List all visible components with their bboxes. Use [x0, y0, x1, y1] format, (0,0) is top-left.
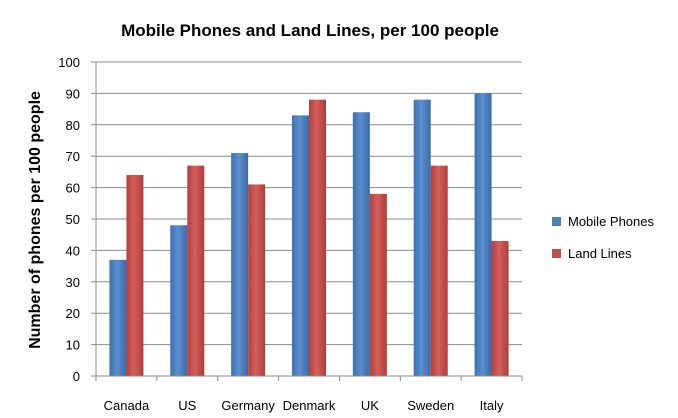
y-axis-label: Number of phones per 100 people — [27, 91, 44, 349]
bar-mobile-phones — [170, 225, 188, 376]
y-axis-ticks: 0 10 20 30 40 50 60 70 80 90 100 — [58, 55, 80, 384]
y-tick-label: 70 — [66, 149, 80, 164]
bars — [109, 93, 509, 377]
x-tick-label: Italy — [480, 398, 504, 413]
bar-land-lines — [309, 99, 326, 377]
y-tick-label: 40 — [66, 243, 80, 258]
legend: Mobile Phones Land Lines — [552, 214, 654, 261]
bar-land-lines — [491, 240, 509, 376]
legend-swatch — [552, 217, 561, 226]
bar-mobile-phones — [352, 112, 370, 377]
bar-land-lines — [369, 193, 387, 376]
bar-land-lines — [187, 165, 205, 376]
y-tick-label: 90 — [66, 86, 80, 101]
y-tick-label: 100 — [58, 55, 80, 70]
bar-land-lines — [248, 184, 266, 376]
y-tick-label: 50 — [66, 212, 80, 227]
y-tick-label: 80 — [66, 118, 80, 133]
bar-mobile-phones — [292, 115, 309, 376]
x-tick-label: Sweden — [407, 398, 454, 413]
y-tick-label: 30 — [66, 275, 80, 290]
bar-land-lines — [126, 175, 144, 376]
y-tick-label: 20 — [66, 306, 80, 321]
bar-land-lines — [430, 165, 448, 376]
y-tick-label: 10 — [66, 338, 80, 353]
x-tick-label: Canada — [104, 398, 150, 413]
x-tick-label: US — [178, 398, 196, 413]
bar-mobile-phones — [413, 99, 431, 377]
legend-label: Mobile Phones — [568, 214, 654, 229]
y-tick-label: 60 — [66, 181, 80, 196]
bar-mobile-phones — [109, 259, 127, 376]
legend-swatch — [552, 249, 561, 258]
bar-mobile-phones — [231, 153, 249, 376]
y-tick-label: 0 — [73, 369, 80, 384]
legend-label: Land Lines — [568, 246, 632, 261]
bar-mobile-phones — [474, 93, 492, 377]
x-tick-label: UK — [361, 398, 379, 413]
x-tick-label: Germany — [221, 398, 275, 413]
x-tick-label: Denmark — [283, 398, 336, 413]
chart-title: Mobile Phones and Land Lines, per 100 pe… — [121, 21, 499, 40]
x-axis-ticks: Canada US Germany Denmark UK Sweden Italy — [95, 375, 523, 413]
